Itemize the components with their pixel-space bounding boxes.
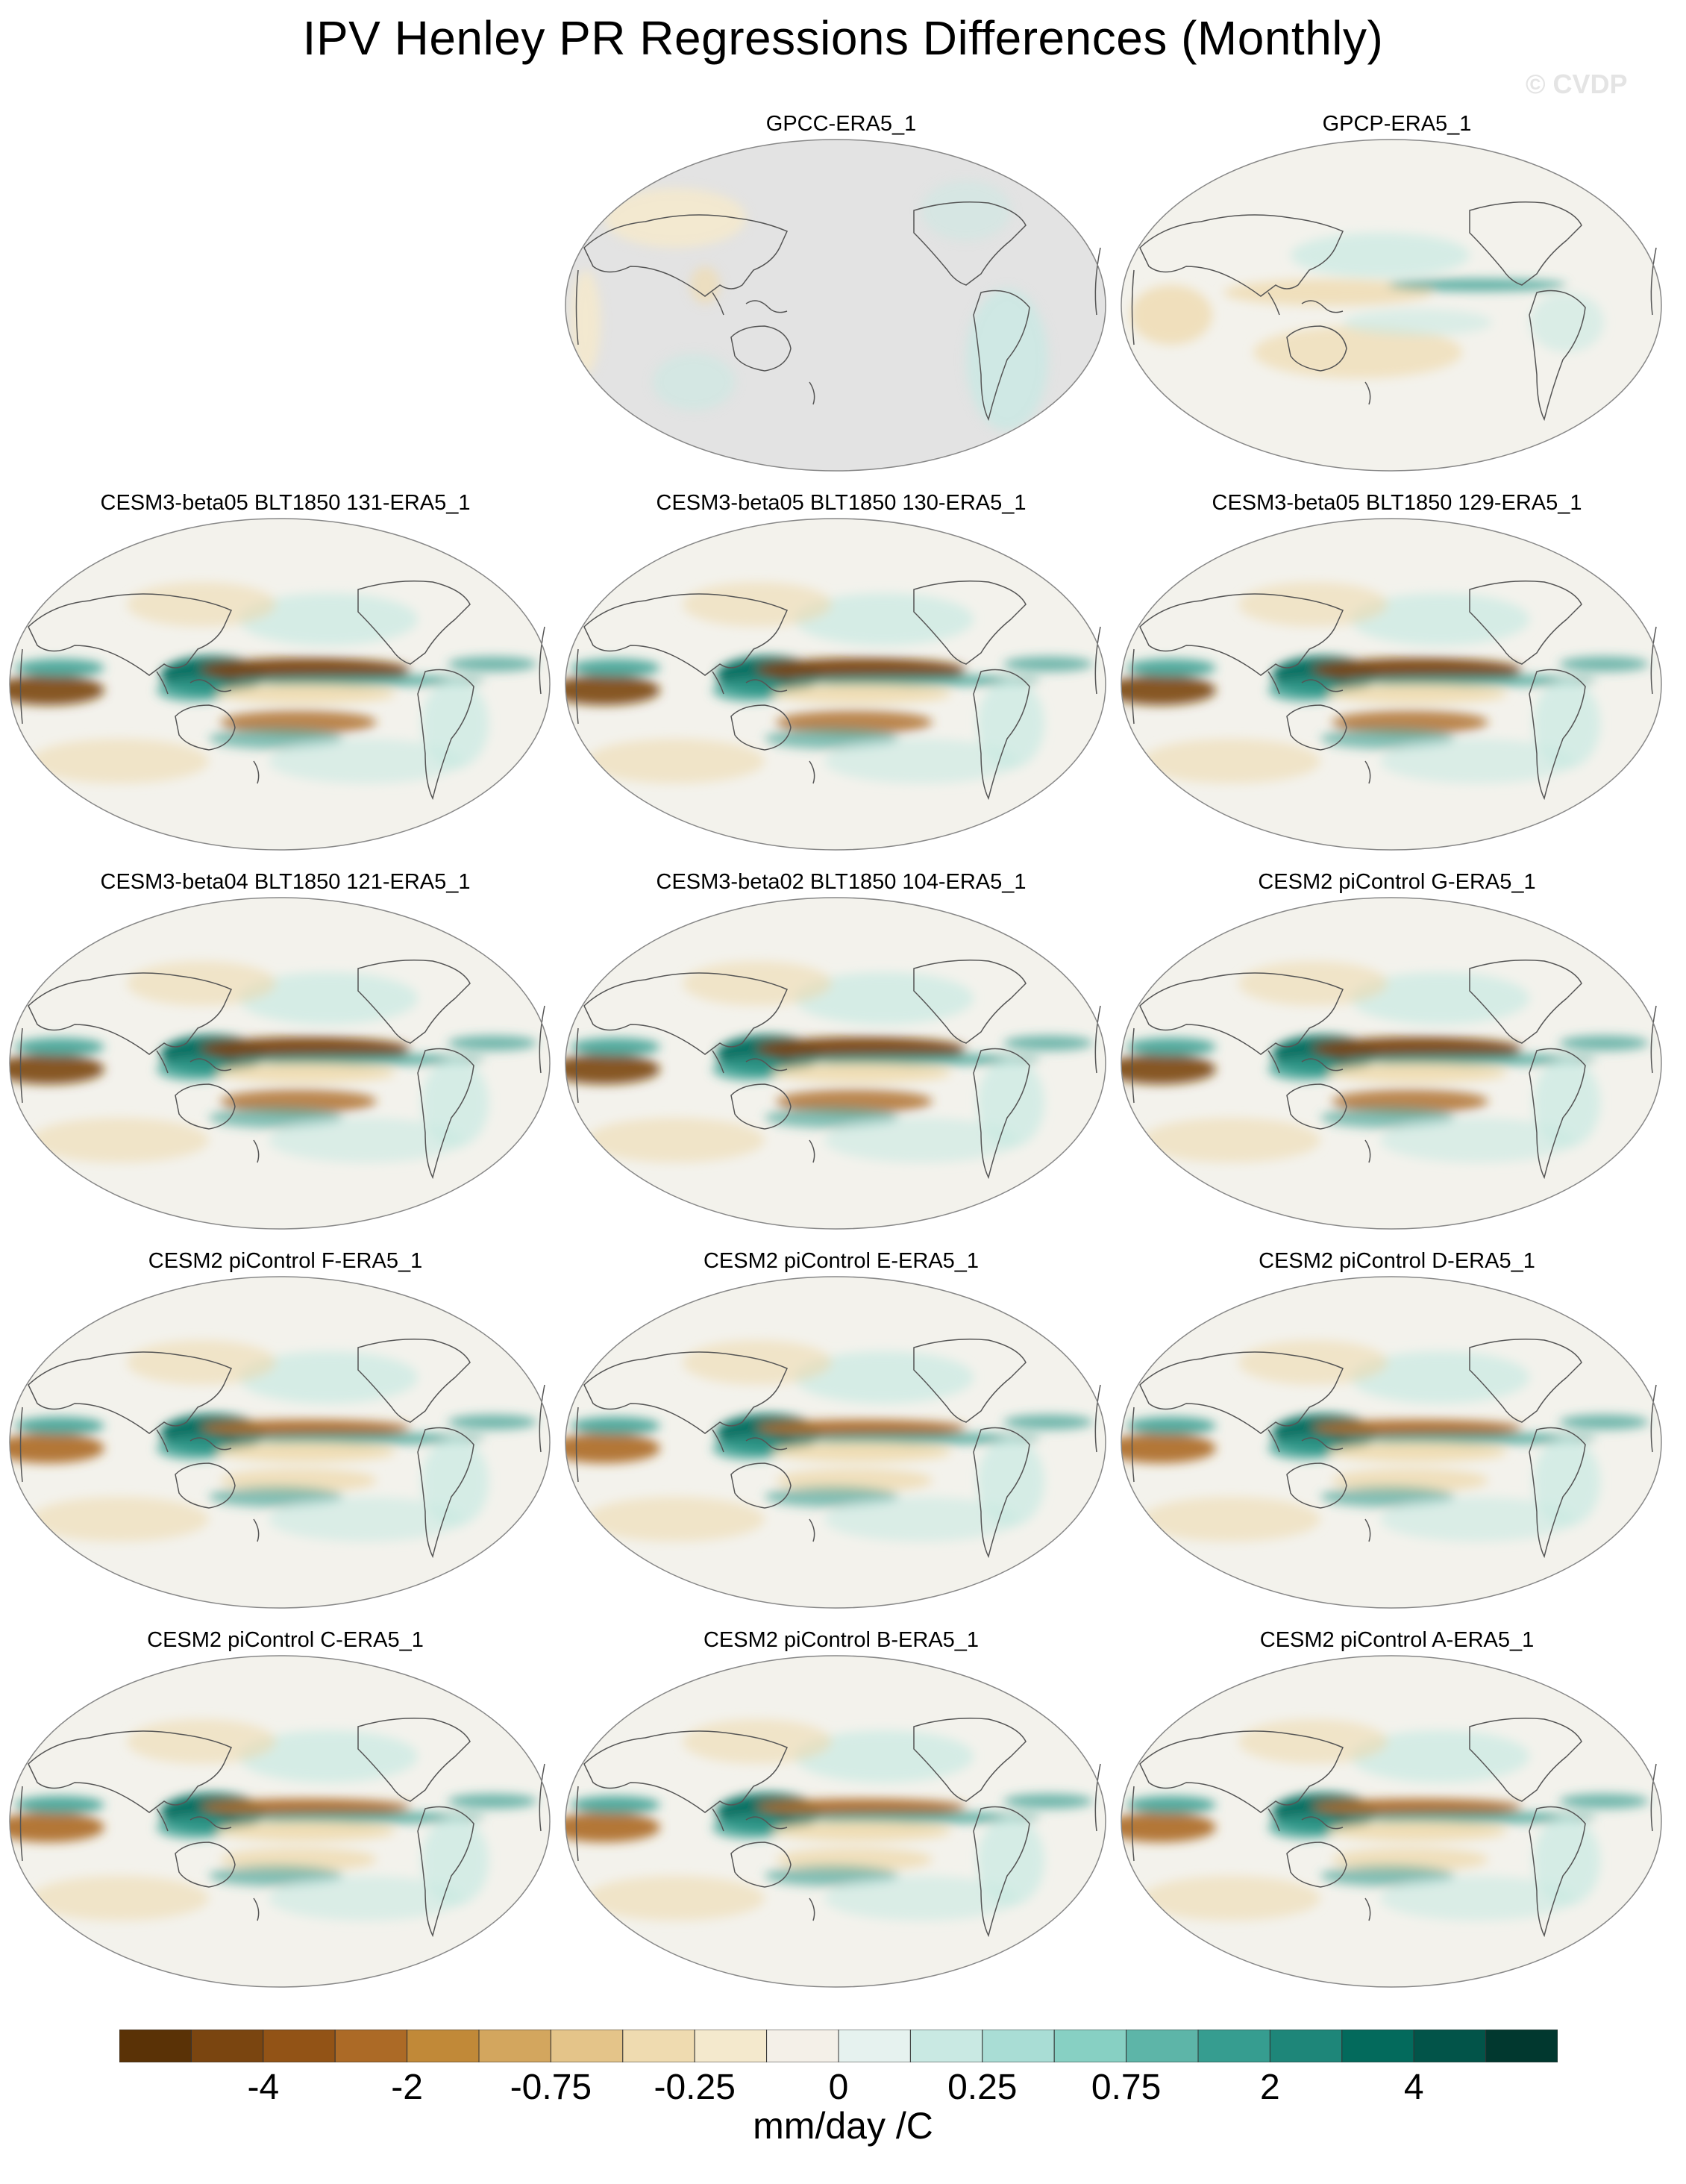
robinson-map [565,1276,1106,1609]
colorbar-tick-label: -0.25 [654,2068,736,2107]
panel-title: CESM3-beta05 BLT1850 131-ERA5_1 [100,491,471,515]
figure-title: IPV Henley PR Regressions Differences (M… [302,11,1384,65]
colorbar-tick-label: 2 [1260,2068,1280,2107]
panel-title: CESM3-beta04 BLT1850 121-ERA5_1 [100,870,471,894]
coastline-outlines [19,581,545,801]
coastline-outlines [575,1718,1101,1938]
map-panel: GPCP-ERA5_1 [1119,112,1675,500]
panel-title: CESM2 piControl G-ERA5_1 [1258,870,1536,894]
colorbar-tick-label: -4 [247,2068,280,2107]
panel-title: GPCP-ERA5_1 [1322,112,1472,136]
panel-title: CESM3-beta02 BLT1850 104-ERA5_1 [656,870,1027,894]
robinson-map [1121,139,1662,472]
robinson-map [565,139,1106,472]
coastline-outlines [1131,201,1657,422]
map-panel: GPCC-ERA5_1 [563,112,1119,500]
colorbar-tick-label: 0 [828,2068,849,2107]
colorbar-swatch [1413,2030,1487,2062]
colorbar-swatch [1269,2030,1343,2062]
colorbar-swatch [622,2030,695,2062]
panel-title: GPCC-ERA5_1 [765,112,917,136]
robinson-map [9,1276,551,1609]
map-panel: CESM3-beta04 BLT1850 121-ERA5_1 [7,870,563,1258]
colorbar-swatch [982,2030,1055,2062]
colorbar-swatch [1053,2030,1127,2062]
colorbar-swatch [766,2030,839,2062]
robinson-map [1121,897,1662,1230]
colorbar-tick-label: -0.75 [510,2068,592,2107]
coastline-outlines [575,581,1101,801]
map-panel: CESM2 piControl F-ERA5_1 [7,1249,563,1637]
map-panel: CESM2 piControl B-ERA5_1 [563,1628,1119,2016]
map-panel: CESM3-beta02 BLT1850 104-ERA5_1 [563,870,1119,1258]
coastline-outlines [575,960,1101,1180]
colorbar [119,2030,1558,2062]
robinson-map [9,518,551,851]
robinson-map [1121,518,1662,851]
colorbar-swatch [119,2030,192,2062]
robinson-map [565,1655,1106,1988]
robinson-map [1121,1276,1662,1609]
coastline-outlines [575,1339,1101,1559]
map-panel: CESM2 piControl E-ERA5_1 [563,1249,1119,1637]
colorbar-swatch [838,2030,911,2062]
colorbar-tick-label: 0.25 [947,2068,1018,2107]
map-panel: CESM2 piControl C-ERA5_1 [7,1628,563,2016]
robinson-map [565,897,1106,1230]
coastline-outlines [1131,581,1657,801]
map-panel: CESM2 piControl A-ERA5_1 [1119,1628,1675,2016]
robinson-map [565,518,1106,851]
colorbar-tick-label: 0.75 [1091,2068,1162,2107]
map-panel: CESM3-beta05 BLT1850 129-ERA5_1 [1119,491,1675,879]
colorbar-swatch [190,2030,264,2062]
colorbar-swatch [263,2030,336,2062]
colorbar-swatch [550,2030,624,2062]
colorbar-swatch [1485,2030,1558,2062]
colorbar-swatch [1197,2030,1270,2062]
panel-title: CESM2 piControl E-ERA5_1 [703,1249,980,1273]
coastline-outlines [1131,960,1657,1180]
panel-title: CESM3-beta05 BLT1850 129-ERA5_1 [1212,491,1582,515]
panel-title: CESM3-beta05 BLT1850 130-ERA5_1 [656,491,1027,515]
coastline-outlines [19,1339,545,1559]
panel-title: CESM2 piControl F-ERA5_1 [148,1249,423,1273]
map-panel: CESM2 piControl G-ERA5_1 [1119,870,1675,1258]
map-panel: CESM2 piControl D-ERA5_1 [1119,1249,1675,1637]
colorbar-swatch [478,2030,551,2062]
colorbar-swatch [334,2030,408,2062]
colorbar-swatch [1126,2030,1199,2062]
colorbar-swatch [909,2030,983,2062]
map-panel: CESM3-beta05 BLT1850 131-ERA5_1 [7,491,563,879]
panel-title: CESM2 piControl B-ERA5_1 [703,1628,980,1652]
coastline-outlines [19,1718,545,1938]
panel-title: CESM2 piControl C-ERA5_1 [147,1628,424,1652]
colorbar-units: mm/day /C [753,2105,933,2147]
coastline-outlines [19,960,545,1180]
robinson-map [1121,1655,1662,1988]
panel-title: CESM2 piControl A-ERA5_1 [1259,1628,1535,1652]
panel-title: CESM2 piControl D-ERA5_1 [1259,1249,1535,1273]
colorbar-swatch [694,2030,768,2062]
coastline-outlines [1131,1339,1657,1559]
coastline-outlines [575,201,1101,422]
map-panel: CESM3-beta05 BLT1850 130-ERA5_1 [563,491,1119,879]
colorbar-tick-label: 4 [1403,2068,1424,2107]
coastline-outlines [1131,1718,1657,1938]
colorbar-tick-label: -2 [391,2068,423,2107]
robinson-map [9,1655,551,1988]
cvdp-watermark: © CVDP [1526,69,1628,99]
colorbar-swatch [407,2030,480,2062]
colorbar-swatch [1341,2030,1414,2062]
robinson-map [9,897,551,1230]
